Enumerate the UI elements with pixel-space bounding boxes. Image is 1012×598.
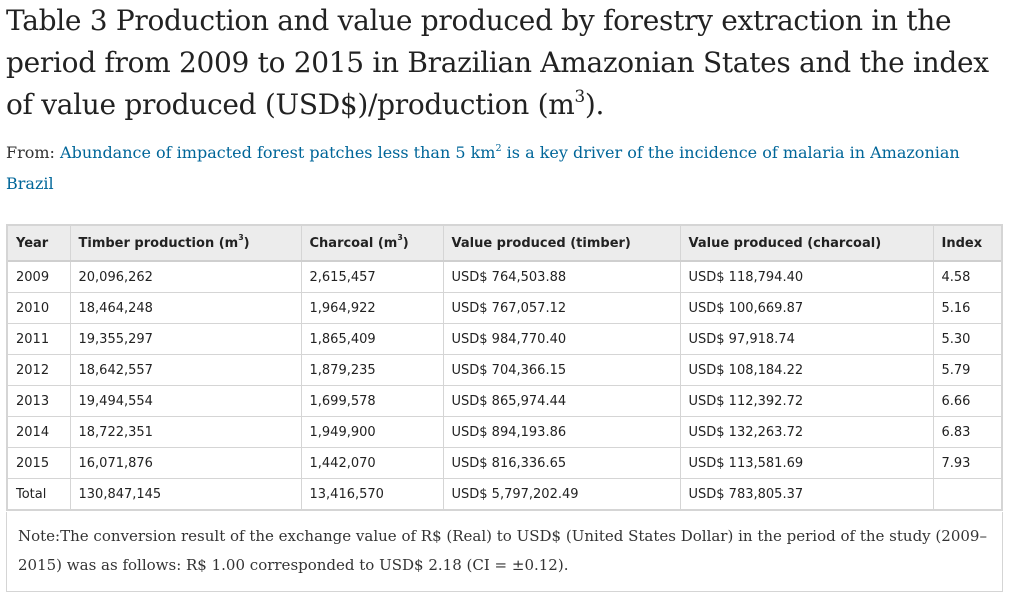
cell-year: 2014 (8, 416, 71, 448)
table-row: 2013 19,494,554 1,699,578 USD$ 865,974.4… (8, 385, 1001, 417)
table-row: 2012 18,642,557 1,879,235 USD$ 704,366.1… (8, 354, 1001, 386)
cell-charcoal: 1,964,922 (301, 292, 444, 324)
cell-index: 4.58 (933, 261, 1001, 293)
cell-timber: 20,096,262 (70, 261, 302, 293)
table-title: Table 3 Production and value produced by… (6, 0, 1006, 126)
col-header-charcoal: Charcoal (m3) (301, 226, 444, 262)
table-row: 2015 16,071,876 1,442,070 USD$ 816,336.6… (8, 447, 1001, 479)
col-header-timber-sup: 3 (238, 233, 244, 243)
col-header-index: Index (933, 226, 1001, 262)
data-table-container: Year Timber production (m3) Charcoal (m3… (6, 224, 1003, 511)
cell-charcoal: 1,699,578 (301, 385, 444, 417)
cell-timber: 18,464,248 (70, 292, 302, 324)
col-header-timber-label: Timber production (m (78, 235, 239, 251)
cell-index: 7.93 (933, 447, 1001, 479)
cell-value-timber: USD$ 865,974.44 (443, 385, 681, 417)
cell-year: 2011 (8, 323, 71, 355)
source-link-text-end: is a key driver of the incidence of mala… (6, 143, 960, 193)
cell-year: 2013 (8, 385, 71, 417)
cell-value-charcoal: USD$ 97,918.74 (680, 323, 934, 355)
cell-value-timber: USD$ 894,193.86 (443, 416, 681, 448)
col-header-charcoal-label: Charcoal (m (309, 235, 398, 251)
cell-charcoal: 1,949,900 (301, 416, 444, 448)
col-header-timber-close: ) (243, 235, 250, 251)
col-header-year: Year (8, 226, 71, 262)
cell-index: 5.79 (933, 354, 1001, 386)
cell-timber: 19,355,297 (70, 323, 302, 355)
cell-charcoal: 1,442,070 (301, 447, 444, 479)
col-header-charcoal-close: ) (402, 235, 409, 251)
title-text-end: ). (584, 88, 605, 121)
cell-charcoal: 1,865,409 (301, 323, 444, 355)
table-row: 2011 19,355,297 1,865,409 USD$ 984,770.4… (8, 323, 1001, 355)
cell-timber: 130,847,145 (70, 478, 302, 509)
cell-index: 5.16 (933, 292, 1001, 324)
data-table: Year Timber production (m3) Charcoal (m3… (8, 226, 1001, 509)
cell-value-timber: USD$ 764,503.88 (443, 261, 681, 293)
cell-value-charcoal: USD$ 100,669.87 (680, 292, 934, 324)
cell-value-charcoal: USD$ 112,392.72 (680, 385, 934, 417)
cell-year: 2015 (8, 447, 71, 479)
cell-value-charcoal: USD$ 113,581.69 (680, 447, 934, 479)
cell-value-timber: USD$ 816,336.65 (443, 447, 681, 479)
col-header-charcoal-sup: 3 (397, 233, 403, 243)
cell-value-timber: USD$ 704,366.15 (443, 354, 681, 386)
cell-year: 2012 (8, 354, 71, 386)
table-row: 2014 18,722,351 1,949,900 USD$ 894,193.8… (8, 416, 1001, 448)
cell-timber: 18,642,557 (70, 354, 302, 386)
cell-value-charcoal: USD$ 118,794.40 (680, 261, 934, 293)
col-header-value-timber: Value produced (timber) (443, 226, 681, 262)
source-link-text: Abundance of impacted forest patches les… (60, 143, 496, 162)
source-line: From: Abundance of impacted forest patch… (6, 137, 1006, 199)
cell-timber: 16,071,876 (70, 447, 302, 479)
col-header-value-charcoal: Value produced (charcoal) (680, 226, 934, 262)
cell-index: 6.83 (933, 416, 1001, 448)
col-header-timber: Timber production (m3) (70, 226, 302, 262)
cell-charcoal: 1,879,235 (301, 354, 444, 386)
cell-timber: 19,494,554 (70, 385, 302, 417)
cell-value-timber: USD$ 5,797,202.49 (443, 478, 681, 509)
source-article-link[interactable]: Abundance of impacted forest patches les… (6, 143, 960, 193)
cell-charcoal: 13,416,570 (301, 478, 444, 509)
cell-value-timber: USD$ 984,770.40 (443, 323, 681, 355)
table-header-row: Year Timber production (m3) Charcoal (m3… (8, 226, 1001, 262)
cell-year: Total (8, 478, 71, 509)
cell-value-timber: USD$ 767,057.12 (443, 292, 681, 324)
cell-value-charcoal: USD$ 132,263.72 (680, 416, 934, 448)
cell-charcoal: 2,615,457 (301, 261, 444, 293)
title-superscript: 3 (574, 86, 586, 106)
table-row: 2009 20,096,262 2,615,457 USD$ 764,503.8… (8, 261, 1001, 293)
table-row-total: Total 130,847,145 13,416,570 USD$ 5,797,… (8, 478, 1001, 510)
cell-index (933, 479, 1001, 510)
table-footnote: Note:The conversion result of the exchan… (6, 512, 1003, 592)
source-prefix: From: (6, 143, 61, 162)
title-text: Table 3 Production and value produced by… (6, 4, 989, 121)
cell-timber: 18,722,351 (70, 416, 302, 448)
source-link-superscript: 2 (495, 142, 502, 154)
table-row: 2010 18,464,248 1,964,922 USD$ 767,057.1… (8, 292, 1001, 324)
cell-value-charcoal: USD$ 108,184.22 (680, 354, 934, 386)
cell-year: 2009 (8, 261, 71, 293)
cell-index: 5.30 (933, 323, 1001, 355)
cell-year: 2010 (8, 292, 71, 324)
cell-value-charcoal: USD$ 783,805.37 (680, 478, 934, 509)
cell-index: 6.66 (933, 385, 1001, 417)
